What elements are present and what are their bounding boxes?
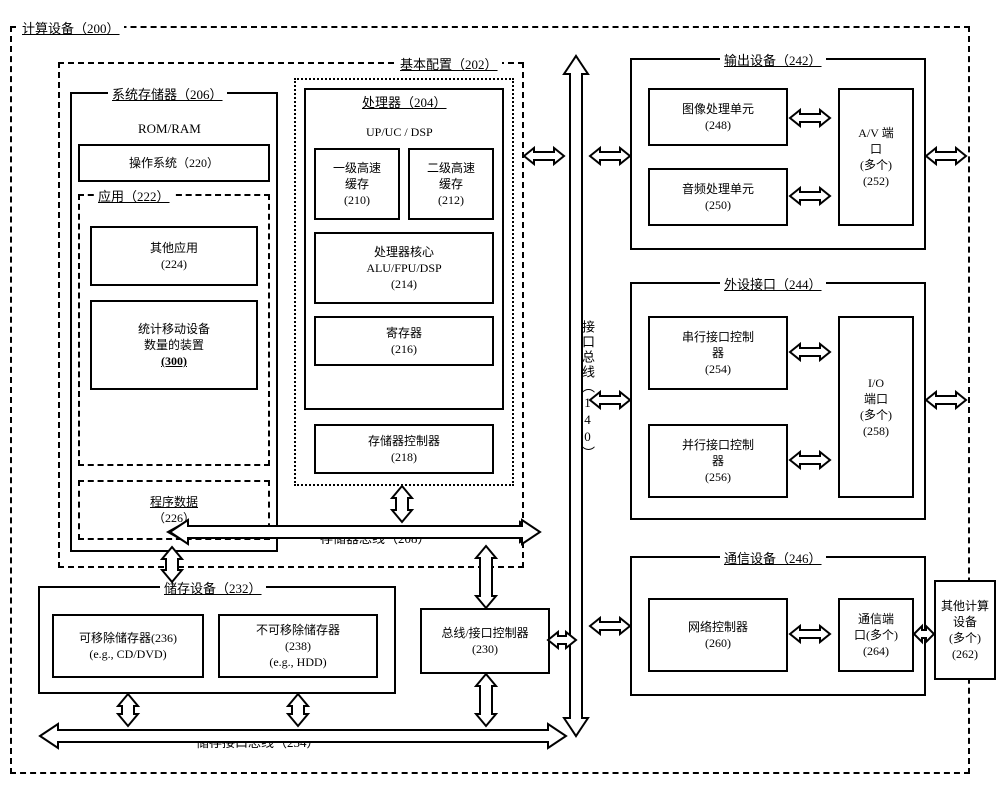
mem-controller-box: 存储器控制器 (218) bbox=[314, 424, 494, 474]
gpu-box: 图像处理单元 (248) bbox=[648, 88, 788, 146]
os-label: 操作系统（220） bbox=[129, 155, 219, 171]
prog-data-box: 程序数据 （226） bbox=[78, 480, 270, 540]
net-controller-box: 网络控制器 (260) bbox=[648, 598, 788, 672]
nonremovable-storage-box: 不可移除储存器 (238) (e.g., HDD) bbox=[218, 614, 378, 678]
core-box: 处理器核心 ALU/FPU/DSP (214) bbox=[314, 232, 494, 304]
os-box: 操作系统（220） bbox=[78, 144, 270, 182]
basic-config-label: 基本配置（202） bbox=[396, 54, 502, 73]
storage-label: 储存设备（232） bbox=[160, 578, 266, 597]
output-label: 输出设备（242） bbox=[720, 50, 826, 69]
processor-sub: UP/UC / DSP bbox=[366, 124, 433, 140]
comm-port-box: 通信端 口(多个) (264) bbox=[838, 598, 914, 672]
periph-label: 外设接口（244） bbox=[720, 274, 826, 293]
app-label: 应用（222） bbox=[94, 186, 174, 205]
apu-box: 音频处理单元 (250) bbox=[648, 168, 788, 226]
stat-device-box: 统计移动设备 数量的装置 (300) bbox=[90, 300, 258, 390]
l1-cache-box: 一级高速 缓存 (210) bbox=[314, 148, 400, 220]
serial-box: 串行接口控制 器 (254) bbox=[648, 316, 788, 390]
bus-controller-box: 总线/接口控制器 (230) bbox=[420, 608, 550, 674]
mem-bus-label: 存储器总线（208） bbox=[320, 530, 431, 548]
other-app-box: 其他应用 (224) bbox=[90, 226, 258, 286]
io-port-box: I/O 端口 (多个) (258) bbox=[838, 316, 914, 498]
other-computing-box: 其他计算 设备 (多个) (262) bbox=[934, 580, 996, 680]
storage-bus-label: 储存接口总线（234） bbox=[196, 734, 320, 752]
system-memory-label: 系统存储器（206） bbox=[108, 84, 227, 103]
av-port-box: A/V 端 口 (多个) (252) bbox=[838, 88, 914, 226]
comm-label: 通信设备（246） bbox=[720, 548, 826, 567]
removable-storage-box: 可移除储存器(236) (e.g., CD/DVD) bbox=[52, 614, 204, 678]
parallel-box: 并行接口控制 器 (256) bbox=[648, 424, 788, 498]
romram-label: ROM/RAM bbox=[138, 120, 201, 138]
register-box: 寄存器 (216) bbox=[314, 316, 494, 366]
processor-label: 处理器（204） bbox=[358, 92, 451, 111]
iface-bus-label: 接口总线（140） bbox=[578, 320, 597, 461]
computing-device-label: 计算设备（200） bbox=[18, 18, 124, 37]
l2-cache-box: 二级高速 缓存 (212) bbox=[408, 148, 494, 220]
